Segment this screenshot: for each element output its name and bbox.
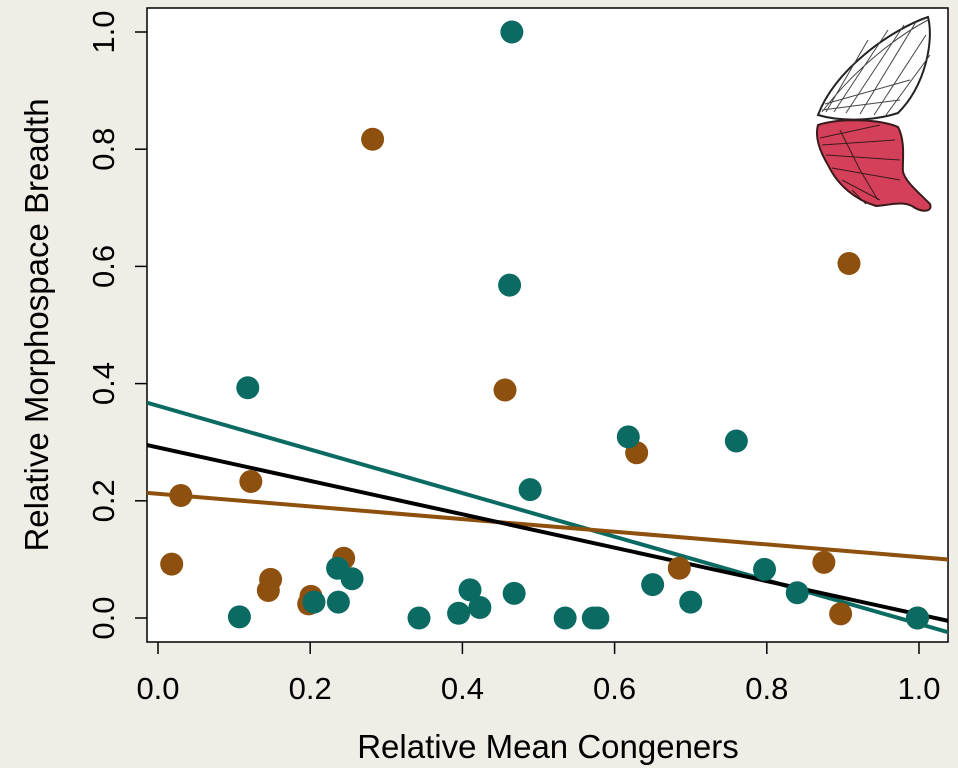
data-point-0-18: [641, 573, 665, 597]
data-point-0-22: [785, 581, 809, 605]
x-tick-label-3: 0.6: [593, 671, 636, 706]
x-tick-label-5: 1.0: [897, 671, 940, 706]
butterfly-wing-icon: [816, 15, 932, 212]
data-point-0-19: [679, 590, 703, 614]
x-tick-label-0: 0.0: [136, 671, 179, 706]
data-point-0-10: [498, 273, 522, 297]
data-point-1-4: [259, 567, 283, 591]
y-tick-label-1: 0.2: [86, 479, 121, 522]
x-tick-label-1: 0.2: [289, 671, 332, 706]
y-axis: 0.0 0.2 0.4 0.6 0.8 1.0: [86, 10, 147, 640]
data-point-1-11: [667, 556, 691, 580]
data-point-0-8: [458, 578, 482, 602]
y-tick-label-3: 0.6: [86, 245, 121, 288]
y-tick-label-4: 0.8: [86, 128, 121, 171]
plot-frame: [146, 7, 949, 643]
data-point-1-12: [812, 550, 836, 574]
x-axis: 0.0 0.2 0.4 0.6 0.8 1.0: [136, 642, 941, 706]
data-point-1-9: [493, 378, 517, 402]
data-point-0-1: [236, 376, 260, 400]
y-tick-label-2: 0.4: [86, 362, 121, 405]
data-point-1-0: [160, 552, 184, 576]
x-tick-label-2: 0.4: [441, 671, 484, 706]
data-point-0-12: [502, 581, 526, 605]
data-point-0-4: [326, 590, 350, 614]
x-axis-title: Relative Mean Congeners: [357, 728, 739, 765]
data-point-0-7: [447, 601, 471, 625]
data-point-0-0: [227, 605, 251, 629]
data-point-1-8: [361, 127, 385, 151]
hindwing-veins-icon: [819, 124, 901, 205]
data-point-0-17: [616, 425, 640, 449]
y-tick-label-5: 1.0: [86, 10, 121, 53]
forewing-veins-icon: [821, 19, 931, 116]
data-point-0-20: [724, 429, 748, 453]
fit-line-2: [147, 443, 948, 623]
data-point-1-1: [169, 484, 193, 508]
data-points: [160, 20, 929, 630]
y-axis-title: Relative Morphospace Breadth: [18, 98, 55, 551]
data-point-0-21: [753, 557, 777, 581]
data-point-0-16: [586, 606, 610, 630]
data-point-0-5: [340, 567, 364, 591]
y-tick-label-0: 0.0: [86, 596, 121, 639]
data-point-1-14: [837, 251, 861, 275]
data-point-0-13: [518, 478, 542, 502]
fit-lines: [147, 400, 948, 635]
data-point-1-13: [829, 602, 853, 626]
data-point-0-9: [468, 595, 492, 619]
data-point-0-6: [407, 606, 431, 630]
data-point-0-14: [553, 606, 577, 630]
x-tick-label-4: 0.8: [745, 671, 788, 706]
data-point-1-2: [239, 469, 263, 493]
fit-line-0: [147, 400, 948, 635]
data-point-0-11: [500, 20, 524, 44]
fit-line-1: [147, 490, 948, 562]
data-point-0-23: [905, 606, 929, 630]
data-point-0-2: [302, 590, 326, 614]
